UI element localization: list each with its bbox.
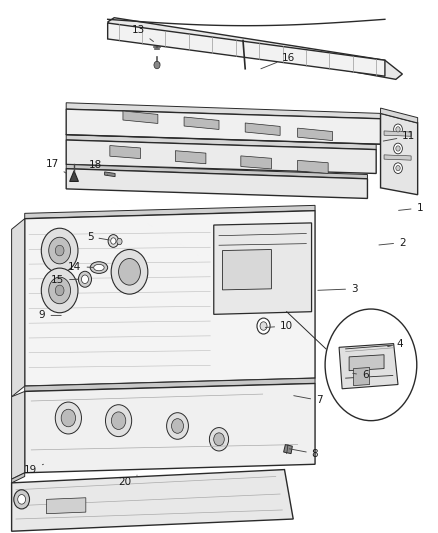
Polygon shape [46,498,86,514]
Polygon shape [108,23,385,76]
Circle shape [78,271,92,287]
Circle shape [394,124,403,135]
Circle shape [18,495,25,504]
Polygon shape [214,223,311,314]
Circle shape [111,249,148,294]
Polygon shape [66,109,381,144]
Text: 6: 6 [353,370,369,381]
Text: 14: 14 [68,262,93,271]
Circle shape [108,235,119,247]
Text: 7: 7 [294,395,323,406]
Circle shape [61,409,76,427]
Polygon shape [284,445,292,454]
Circle shape [166,413,188,439]
Polygon shape [25,205,315,219]
Text: 5: 5 [87,232,110,242]
Circle shape [117,238,122,245]
Polygon shape [12,473,25,483]
Text: 15: 15 [51,275,79,285]
Polygon shape [66,168,367,198]
Polygon shape [108,18,403,79]
Circle shape [154,61,160,69]
Polygon shape [175,151,206,164]
Polygon shape [349,355,384,370]
Polygon shape [223,249,272,290]
Polygon shape [12,219,25,397]
Polygon shape [70,171,78,181]
Polygon shape [184,117,219,130]
Circle shape [111,412,126,430]
Polygon shape [123,111,158,124]
Circle shape [396,127,400,132]
Circle shape [119,259,141,285]
Polygon shape [25,383,315,473]
Text: 16: 16 [261,53,296,69]
Polygon shape [110,146,141,159]
Polygon shape [66,135,376,150]
Circle shape [257,318,270,334]
Polygon shape [339,344,398,389]
Polygon shape [381,108,418,123]
Polygon shape [245,123,280,135]
Ellipse shape [94,264,104,271]
Polygon shape [241,156,272,169]
Ellipse shape [90,262,108,273]
Circle shape [260,322,267,330]
Text: 18: 18 [89,160,108,175]
Polygon shape [384,155,411,160]
Polygon shape [12,470,293,531]
Text: 3: 3 [318,284,358,294]
Circle shape [106,405,132,437]
Circle shape [209,427,229,451]
Circle shape [81,275,88,284]
Text: 9: 9 [39,310,61,320]
Circle shape [49,277,71,304]
Polygon shape [384,131,411,136]
Text: 13: 13 [131,25,153,42]
Polygon shape [105,172,115,176]
Circle shape [214,433,224,446]
Circle shape [41,228,78,273]
Text: 2: 2 [379,238,406,247]
Polygon shape [66,140,376,173]
Text: 19: 19 [24,464,43,474]
Circle shape [55,285,64,296]
Circle shape [55,245,64,256]
Circle shape [172,419,184,433]
Circle shape [55,402,81,434]
Text: 8: 8 [290,449,318,458]
Circle shape [394,143,403,154]
Circle shape [111,238,116,244]
Text: 4: 4 [388,338,403,349]
Polygon shape [353,368,370,385]
Polygon shape [12,391,25,479]
Text: 20: 20 [119,475,137,487]
Polygon shape [66,165,367,179]
Circle shape [396,165,400,171]
Text: 11: 11 [383,131,416,141]
Polygon shape [66,103,381,119]
Circle shape [325,309,417,421]
Polygon shape [25,211,315,386]
Text: 1: 1 [399,203,423,213]
Polygon shape [297,160,328,173]
Polygon shape [381,114,418,195]
Circle shape [396,146,400,151]
Polygon shape [25,378,315,391]
Text: 17: 17 [46,159,66,173]
Polygon shape [297,128,332,141]
Circle shape [41,268,78,313]
Text: 10: 10 [265,321,293,331]
Circle shape [394,163,403,173]
Circle shape [14,490,29,509]
Circle shape [49,237,71,264]
